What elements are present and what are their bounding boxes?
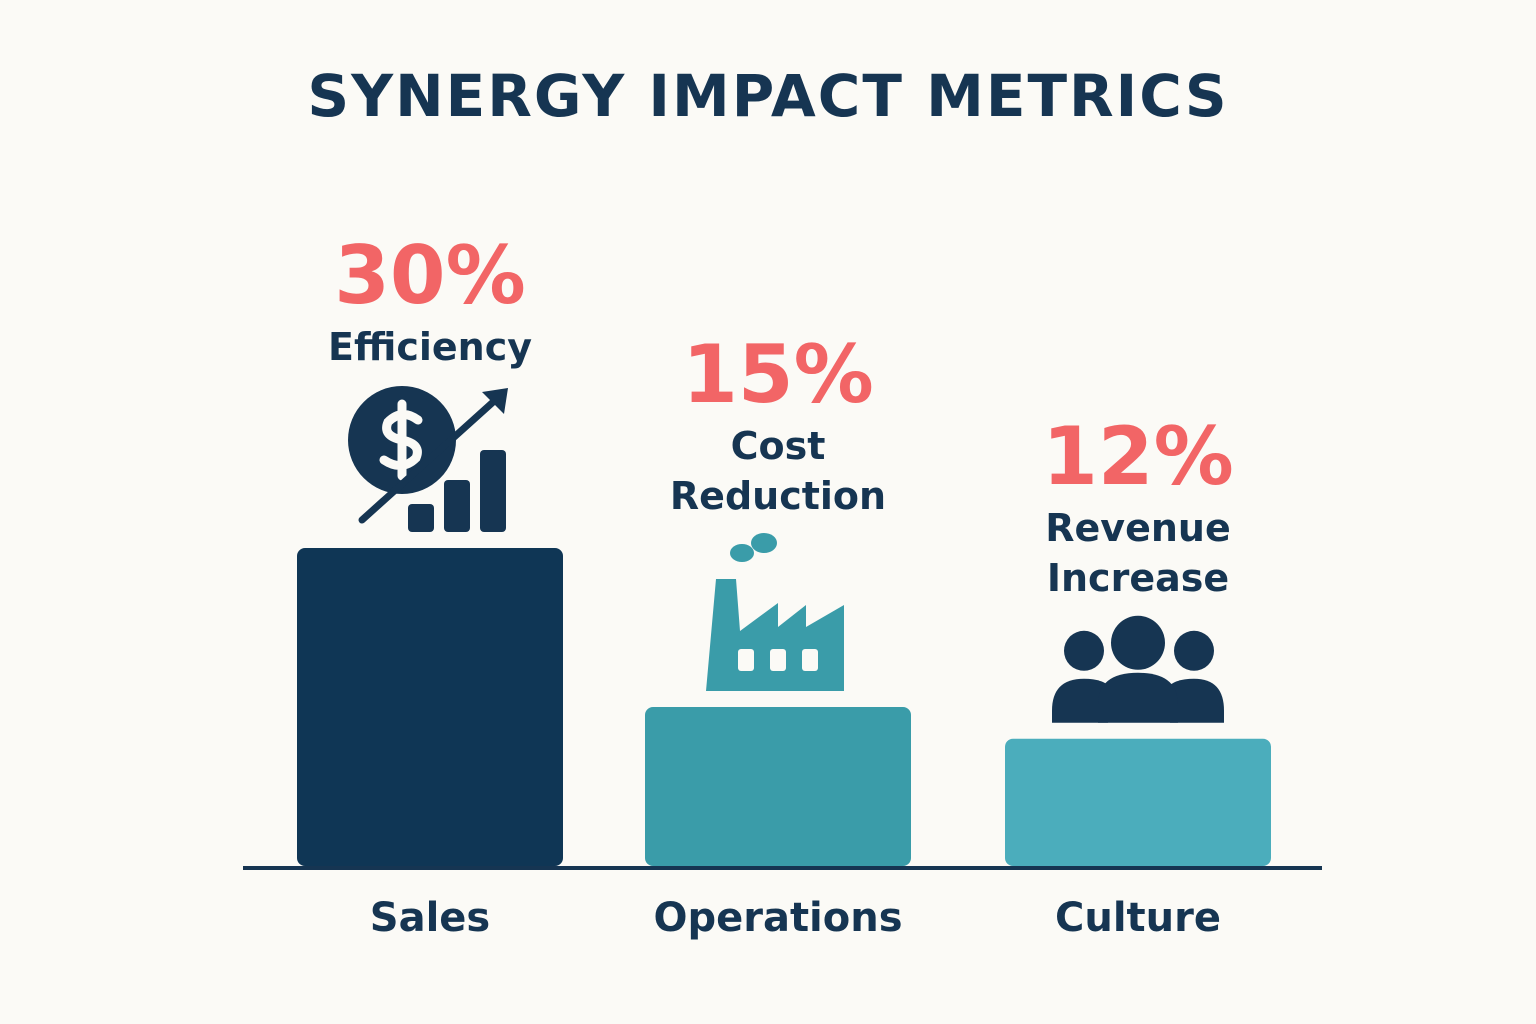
icon-part — [1064, 630, 1104, 671]
icon-part — [1166, 678, 1224, 723]
icon — [706, 533, 844, 691]
bar-label: 30% Efficiency — [270, 230, 590, 372]
chart-title: SYNERGY IMPACT METRICS — [307, 62, 1229, 130]
bar-label: 12% Revenue Increase — [978, 409, 1298, 603]
x-tick-label: Operations — [653, 895, 903, 941]
icon-part — [379, 399, 423, 481]
icon-part — [1098, 672, 1178, 723]
icon-part — [480, 450, 506, 532]
bar — [645, 707, 911, 866]
icon-part — [358, 390, 506, 524]
bar — [297, 548, 563, 866]
value-label: 12% — [1042, 409, 1234, 503]
bar-label: 15% Cost Reduction — [618, 329, 938, 521]
annotation: Efficiency — [327, 325, 532, 369]
icon-part — [706, 579, 844, 691]
icon-part — [444, 480, 470, 532]
icon-part — [408, 504, 434, 532]
bar — [1005, 738, 1271, 866]
icon-part — [738, 649, 754, 671]
icon — [1052, 615, 1224, 723]
icon-part — [1174, 630, 1214, 671]
icon-part — [802, 649, 818, 671]
icon-part — [482, 388, 508, 414]
value-label: 30% — [334, 229, 526, 322]
x-tick-label: Culture — [1055, 895, 1221, 941]
x-tick-label: Sales — [369, 895, 491, 941]
annotation: Cost Reduction — [669, 424, 887, 518]
icon-part — [770, 649, 786, 671]
icon — [348, 386, 508, 532]
icon-part — [730, 544, 754, 562]
icon-part — [1052, 678, 1112, 723]
icon-part — [1111, 615, 1165, 670]
annotation: Revenue Increase — [1045, 505, 1231, 600]
value-label: 15% — [682, 328, 874, 421]
icon-part — [751, 533, 777, 553]
